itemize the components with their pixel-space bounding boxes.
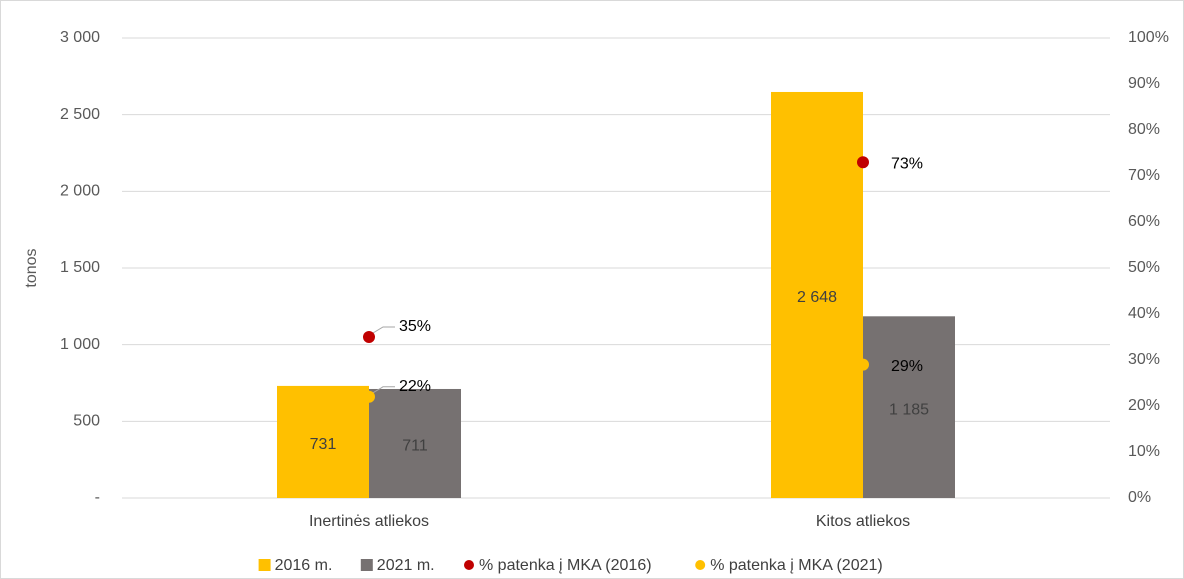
y2-tick-label: 10% xyxy=(1128,443,1160,460)
y2-tick-label: 20% xyxy=(1128,397,1160,414)
y2-tick-label: 70% xyxy=(1128,167,1160,184)
bar xyxy=(771,91,863,499)
y-axis-title: tonos xyxy=(23,248,40,287)
point-label: 29% xyxy=(891,358,923,375)
point xyxy=(363,331,375,343)
bar xyxy=(863,316,955,498)
legend-label: % patenka į MKA (2016) xyxy=(479,557,652,574)
point-label: 35% xyxy=(399,318,431,335)
leader-line xyxy=(372,386,395,394)
legend-swatch xyxy=(258,559,271,571)
legend-swatch xyxy=(464,560,474,570)
legend-label: % patenka į MKA (2021) xyxy=(710,557,883,574)
bar-label: 731 xyxy=(310,436,337,453)
point-label: 73% xyxy=(891,155,923,172)
bar-label: 1 185 xyxy=(889,401,929,418)
y2-tick-label: 100% xyxy=(1128,29,1169,46)
y-tick-label: 500 xyxy=(73,413,100,430)
y-tick-label: 3 000 xyxy=(60,29,100,46)
y2-tick-label: 50% xyxy=(1128,259,1160,276)
leader-line xyxy=(372,326,395,334)
point xyxy=(857,358,869,371)
bar-label: 711 xyxy=(402,438,428,455)
bar xyxy=(369,388,461,498)
bar xyxy=(277,385,369,498)
y-tick-label: - xyxy=(95,489,100,506)
y2-tick-label: 80% xyxy=(1128,121,1160,138)
y-tick-label: 2 000 xyxy=(60,183,100,200)
legend-swatch xyxy=(360,559,373,571)
y2-tick-label: 60% xyxy=(1128,213,1160,230)
bar-label: 2 648 xyxy=(797,289,837,306)
y-tick-label: 1 500 xyxy=(60,259,100,276)
y2-tick-label: 40% xyxy=(1128,305,1160,322)
y-tick-label: 2 500 xyxy=(60,106,100,123)
point-label: 22% xyxy=(399,378,431,395)
legend-label: 2016 m. xyxy=(275,557,333,574)
x-tick-label: Inertinės atliekos xyxy=(309,513,429,530)
point xyxy=(363,390,375,403)
legend-label: 2021 m. xyxy=(377,557,435,574)
y2-tick-label: 30% xyxy=(1128,351,1160,368)
y2-tick-label: 0% xyxy=(1128,489,1151,506)
y2-tick-label: 90% xyxy=(1128,75,1160,92)
legend-swatch xyxy=(695,560,706,570)
y-tick-label: 1 000 xyxy=(60,336,100,353)
point xyxy=(857,156,869,169)
x-tick-label: Kitos atliekos xyxy=(816,513,910,530)
